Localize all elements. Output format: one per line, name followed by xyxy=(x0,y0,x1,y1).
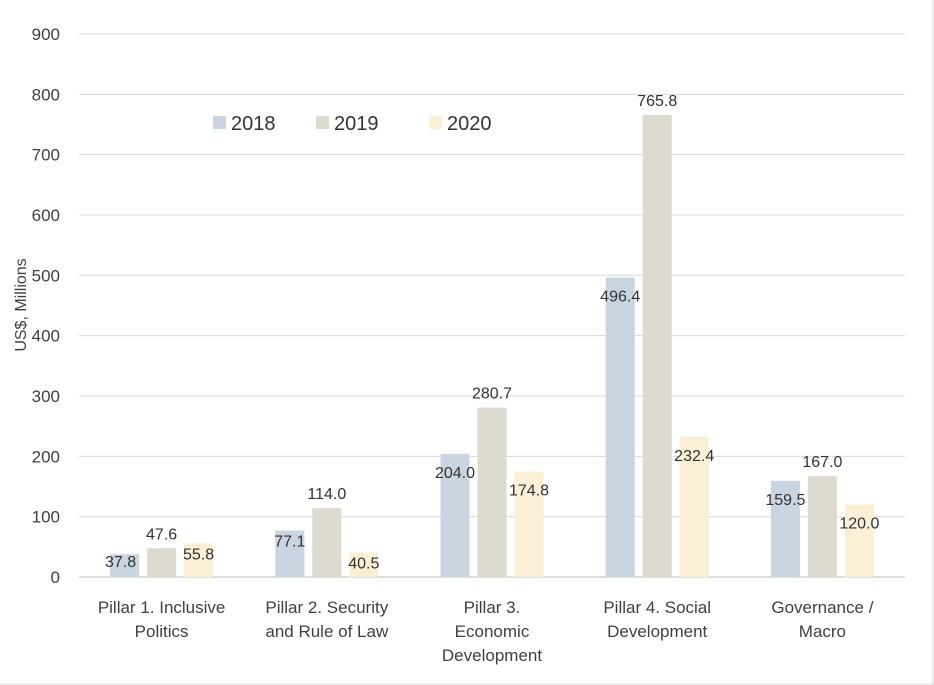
bar-2019 xyxy=(807,476,837,577)
x-category-label: Economic xyxy=(455,622,530,641)
bar-2018 xyxy=(605,277,635,577)
data-label-2018: 77.1 xyxy=(274,533,305,550)
y-tick-label: 900 xyxy=(32,25,60,44)
y-tick-label: 600 xyxy=(32,206,60,225)
legend-swatch-2019 xyxy=(316,116,329,129)
data-label-2020: 120.0 xyxy=(839,516,879,533)
y-tick-label: 200 xyxy=(32,447,60,466)
x-category-label: Development xyxy=(607,622,707,641)
bar-2018 xyxy=(110,554,140,577)
data-label-2019: 167.0 xyxy=(802,454,842,471)
data-label-2020: 55.8 xyxy=(183,546,214,563)
bar-2020 xyxy=(184,543,214,577)
bar-2019 xyxy=(642,114,672,577)
bar-2020 xyxy=(514,471,544,577)
data-label-2020: 40.5 xyxy=(348,556,379,573)
x-category-label: Development xyxy=(442,646,542,665)
x-category-label: Pillar 1. Inclusive xyxy=(98,598,226,617)
legend-swatch-2018 xyxy=(213,116,226,129)
y-tick-label: 700 xyxy=(32,146,60,165)
data-label-2019: 765.8 xyxy=(637,93,677,110)
bar-2019 xyxy=(147,548,177,577)
legend-swatch-2020 xyxy=(429,116,442,129)
bar-2020 xyxy=(679,436,709,577)
legend-label-2020: 2020 xyxy=(447,113,492,135)
data-label-2018: 159.5 xyxy=(765,492,805,509)
bar-2019 xyxy=(312,508,342,577)
x-category-label: and Rule of Law xyxy=(265,622,389,641)
x-category-label: Pillar 4. Social xyxy=(603,598,711,617)
data-label-2019: 114.0 xyxy=(307,486,346,503)
x-category-label: Pillar 2. Security xyxy=(265,598,388,617)
data-label-2020: 174.8 xyxy=(509,483,549,500)
data-label-2018: 37.8 xyxy=(105,554,136,571)
y-axis-title: US$, Millions xyxy=(13,258,30,351)
y-tick-label: 500 xyxy=(32,266,60,285)
x-category-label: Politics xyxy=(135,622,189,641)
y-tick-label: 300 xyxy=(32,387,60,406)
data-label-2019: 47.6 xyxy=(146,526,177,543)
x-category-label: Pillar 3. xyxy=(464,598,521,617)
y-tick-label: 100 xyxy=(32,508,60,527)
bar-2018 xyxy=(770,480,800,577)
y-tick-label: 0 xyxy=(51,568,60,587)
legend-label-2018: 2018 xyxy=(231,113,276,135)
data-label-2018: 496.4 xyxy=(600,289,640,306)
data-label-2018: 204.0 xyxy=(435,465,475,482)
x-category-label: Governance / xyxy=(771,598,873,617)
data-label-2020: 232.4 xyxy=(674,448,714,465)
bar-2019 xyxy=(477,407,507,577)
data-label-2019: 280.7 xyxy=(472,386,512,403)
y-tick-label: 800 xyxy=(32,85,60,104)
bar-2018 xyxy=(275,530,305,577)
bar-2018 xyxy=(440,453,470,577)
x-category-label: Macro xyxy=(799,622,846,641)
bar-2020 xyxy=(349,552,379,577)
bar-2020 xyxy=(844,504,874,577)
legend-label-2019: 2019 xyxy=(334,113,379,135)
y-tick-label: 400 xyxy=(32,327,60,346)
